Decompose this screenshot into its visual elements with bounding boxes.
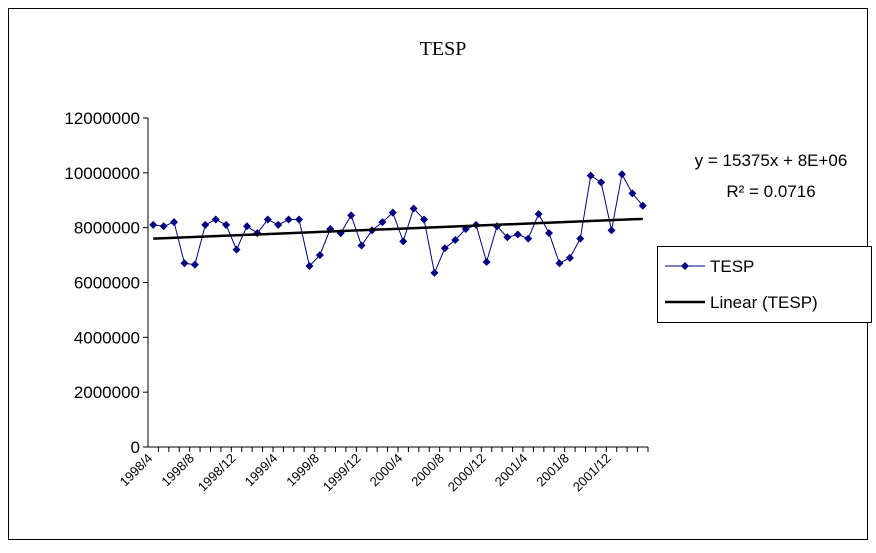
data-point <box>222 220 231 229</box>
data-point <box>211 215 220 224</box>
trend-line <box>153 217 643 240</box>
data-point <box>503 233 512 242</box>
data-point <box>628 189 637 198</box>
data-point <box>159 222 168 231</box>
data-point <box>440 244 449 253</box>
trend-r-squared: R² = 0.0716 <box>726 182 815 201</box>
data-point <box>482 257 491 266</box>
data-point <box>420 215 429 224</box>
y-tick-label: 6000000 <box>74 274 140 293</box>
data-point <box>201 220 210 229</box>
data-point <box>409 204 418 213</box>
data-point <box>190 260 199 269</box>
data-point <box>232 245 241 254</box>
trend-equation: y = 15375x + 8E+06 <box>695 151 848 170</box>
data-point <box>180 259 189 268</box>
y-tick-label: 10000000 <box>64 164 140 183</box>
data-point <box>430 268 439 277</box>
legend-label: Linear (TESP) <box>710 293 818 312</box>
y-tick-label: 8000000 <box>74 219 140 238</box>
data-point <box>545 229 554 238</box>
data-point <box>451 236 460 245</box>
data-point <box>263 215 272 224</box>
y-tick-label: 4000000 <box>74 328 140 347</box>
data-point <box>295 215 304 224</box>
data-point <box>170 218 179 227</box>
data-point <box>586 171 595 180</box>
y-tick-label: 0 <box>131 438 140 457</box>
data-point <box>274 220 283 229</box>
data-point <box>534 209 543 218</box>
data-point <box>513 230 522 239</box>
chart-title: TESP <box>420 38 467 60</box>
y-tick-label: 2000000 <box>74 383 140 402</box>
data-point <box>305 262 314 271</box>
legend <box>657 246 872 323</box>
data-point <box>284 215 293 224</box>
data-point <box>315 251 324 260</box>
data-point <box>576 234 585 243</box>
data-point <box>524 234 533 243</box>
data-point <box>242 222 251 231</box>
data-point <box>357 241 366 250</box>
legend-label: TESP <box>710 257 754 276</box>
data-point <box>347 211 356 220</box>
data-point <box>565 253 574 262</box>
data-point <box>149 220 158 229</box>
data-point <box>388 208 397 217</box>
data-point <box>378 218 387 227</box>
data-point <box>399 237 408 246</box>
data-point <box>638 201 647 210</box>
y-tick-label: 12000000 <box>64 109 140 128</box>
legend-marker <box>681 262 689 270</box>
data-point <box>617 170 626 179</box>
data-point <box>555 259 564 268</box>
data-point <box>607 226 616 235</box>
data-point <box>597 178 606 187</box>
